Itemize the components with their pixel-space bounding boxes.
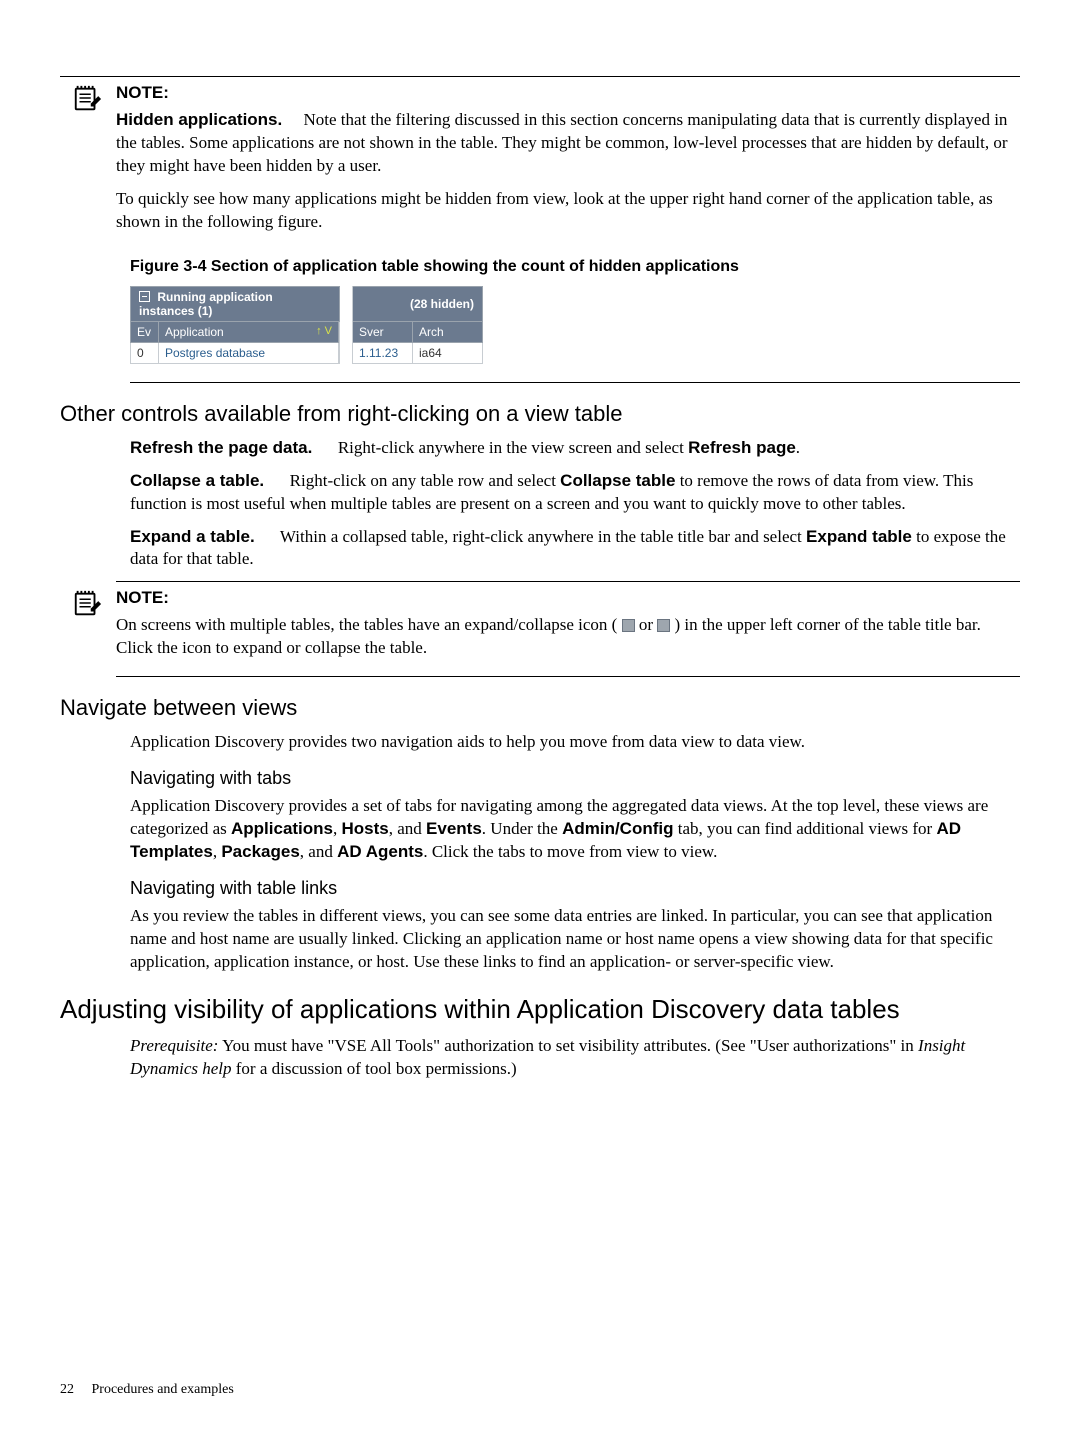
app-table: Running application instances (1) (28 hi… <box>130 286 483 364</box>
table-header-row: Ev Application ↑ V Sver Arch <box>131 321 483 342</box>
table-gap <box>340 286 353 363</box>
note-block-1: NOTE: Hidden applications. Note that the… <box>72 83 1020 244</box>
page-footer: 22 Procedures and examples <box>60 1382 234 1398</box>
heading-other-controls: Other controls available from right-clic… <box>60 401 1020 427</box>
cell-app[interactable]: Postgres database <box>159 342 339 363</box>
chapter-title: Procedures and examples <box>92 1382 234 1397</box>
refresh-paragraph: Refresh the page data. Right-click anywh… <box>130 437 1020 460</box>
col-app[interactable]: Application ↑ V <box>159 321 339 342</box>
table-title-right: (28 hidden) <box>353 286 483 321</box>
divider <box>116 676 1020 677</box>
heading-navigate: Navigate between views <box>60 695 1020 721</box>
figure-3-4: Running application instances (1) (28 hi… <box>130 286 1020 364</box>
col-spacer <box>339 321 340 342</box>
cell-ev: 0 <box>131 342 159 363</box>
table-row[interactable]: 0 Postgres database 1.11.23 ia64 <box>131 342 483 363</box>
collapse-icon <box>657 619 670 632</box>
heading-nav-tabs: Navigating with tabs <box>130 768 1020 789</box>
refresh-lead: Refresh the page data. <box>130 438 312 457</box>
divider <box>130 382 1020 383</box>
cell-spacer <box>339 342 340 363</box>
hidden-apps-lead: Hidden applications. <box>116 110 282 129</box>
note1-p1: Hidden applications. Note that the filte… <box>116 109 1020 178</box>
expand-icon <box>622 619 635 632</box>
nav-tabs-paragraph: Application Discovery provides a set of … <box>130 795 1020 864</box>
col-sver[interactable]: Sver <box>353 321 413 342</box>
nav-links-paragraph: As you review the tables in different vi… <box>130 905 1020 974</box>
nav-intro: Application Discovery provides two navig… <box>130 731 1020 754</box>
cell-arch: ia64 <box>413 342 483 363</box>
heading-adjusting: Adjusting visibility of applications wit… <box>60 994 1020 1025</box>
note-label: NOTE: <box>116 83 1020 103</box>
figure-caption: Figure 3-4 Section of application table … <box>130 258 1020 276</box>
sort-icon[interactable]: ↑ V <box>316 325 332 337</box>
col-ev[interactable]: Ev <box>131 321 159 342</box>
note-block-2: NOTE: On screens with multiple tables, t… <box>72 588 1020 670</box>
expand-paragraph: Expand a table. Within a collapsed table… <box>130 526 1020 572</box>
table-title-left-text: Running application instances (1) <box>139 290 273 318</box>
expand-lead: Expand a table. <box>130 527 255 546</box>
table-title-row: Running application instances (1) (28 hi… <box>131 286 483 321</box>
page-number: 22 <box>60 1382 74 1397</box>
divider <box>116 581 1020 582</box>
heading-nav-links: Navigating with table links <box>130 878 1020 899</box>
note1-p2: To quickly see how many applications mig… <box>116 188 1020 234</box>
note2-text: On screens with multiple tables, the tab… <box>116 614 1020 660</box>
prereq-lead: Prerequisite: <box>130 1036 218 1055</box>
collapse-lead: Collapse a table. <box>130 471 264 490</box>
prerequisite: Prerequisite: You must have "VSE All Too… <box>130 1035 1020 1081</box>
note-icon <box>72 588 102 623</box>
col-arch[interactable]: Arch <box>413 321 483 342</box>
cell-sver: 1.11.23 <box>353 342 413 363</box>
collapse-paragraph: Collapse a table. Right-click on any tab… <box>130 470 1020 516</box>
note-icon <box>72 83 102 118</box>
table-title-left: Running application instances (1) <box>131 286 340 321</box>
note-label: NOTE: <box>116 588 1020 608</box>
divider <box>60 76 1020 77</box>
collapse-icon[interactable] <box>139 291 150 302</box>
